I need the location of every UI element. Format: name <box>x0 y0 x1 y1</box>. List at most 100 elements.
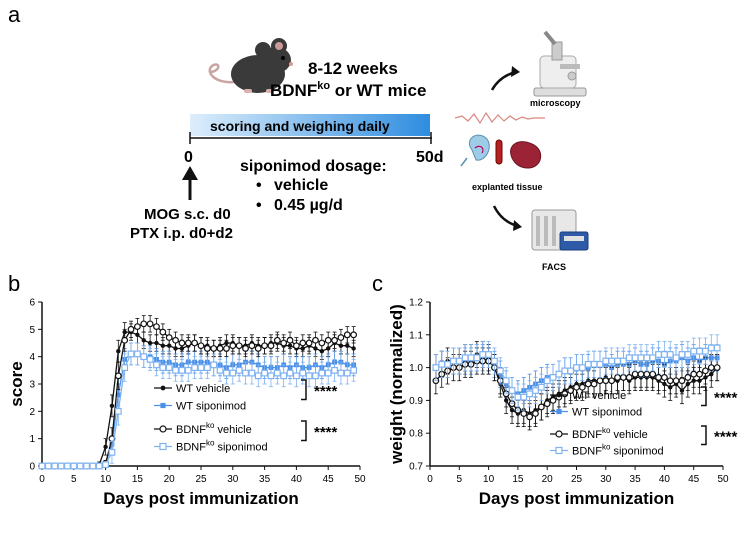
data-point <box>532 387 539 394</box>
data-point <box>133 323 141 331</box>
data-point <box>324 369 332 377</box>
data-point <box>643 370 651 378</box>
data-point <box>57 462 65 470</box>
significance-bracket <box>301 379 307 401</box>
data-point <box>485 351 492 358</box>
data-point <box>83 462 90 470</box>
data-point <box>684 351 692 358</box>
data-point <box>350 331 358 339</box>
data-point <box>502 377 510 385</box>
data-point <box>678 351 686 358</box>
data-point <box>172 366 179 374</box>
data-point <box>293 372 300 380</box>
x-tick-label: 20 <box>542 474 554 485</box>
x-tick-label: 0 <box>427 474 433 485</box>
data-point <box>102 461 110 469</box>
data-point <box>248 369 256 377</box>
data-point <box>216 345 224 352</box>
data-point <box>556 392 562 398</box>
mouse-tail <box>208 63 237 84</box>
x-tick-label: 30 <box>227 474 239 485</box>
data-point <box>223 345 230 352</box>
x-tick-label: 15 <box>132 474 144 485</box>
data-point <box>140 353 148 361</box>
data-point <box>44 462 52 470</box>
series-2 <box>432 347 721 431</box>
microscope-icon <box>533 30 587 97</box>
x-axis-label: Days post immunization <box>103 489 299 508</box>
data-point <box>280 339 288 347</box>
x-tick-label: 15 <box>512 474 524 485</box>
data-point <box>216 366 224 374</box>
data-point <box>248 342 256 350</box>
up-arrow-icon <box>182 166 198 200</box>
data-point <box>672 354 680 362</box>
data-point <box>229 369 237 377</box>
timeline-label: scoring and weighing daily <box>210 118 390 134</box>
data-point <box>444 360 451 368</box>
data-point <box>38 462 46 470</box>
y-tick-label: 1.0 <box>409 363 423 374</box>
data-point <box>178 339 186 347</box>
data-point <box>526 390 534 398</box>
data-point <box>556 408 562 415</box>
panel-a: a 8-12 weeks BDNFko or WT mice scoring a… <box>8 2 589 272</box>
y-tick-label: 1.1 <box>409 330 423 341</box>
data-point <box>590 380 598 388</box>
y-tick-label: 3 <box>29 380 35 391</box>
data-point <box>590 360 598 368</box>
data-point <box>229 342 237 350</box>
legend-label: BDNFko siponimod <box>176 439 268 454</box>
data-point <box>184 366 192 374</box>
data-point <box>660 351 668 358</box>
data-point <box>159 328 167 336</box>
data-point <box>184 339 192 347</box>
x-tick-label: 25 <box>571 474 583 485</box>
tissue-icon <box>460 134 542 169</box>
data-point <box>108 448 116 456</box>
data-point <box>165 364 173 371</box>
data-point <box>203 364 211 371</box>
x-tick-label: 45 <box>323 474 335 485</box>
legend-label: WT vehicle <box>176 383 230 395</box>
data-point <box>103 444 108 450</box>
significance-bracket <box>701 425 707 446</box>
data-point <box>608 377 616 385</box>
data-point <box>159 442 167 451</box>
x-tick-label: 45 <box>688 474 700 485</box>
data-point <box>666 351 674 358</box>
data-point <box>555 370 563 378</box>
data-point <box>267 372 275 380</box>
data-point <box>343 331 351 339</box>
significance-bracket <box>301 420 307 442</box>
dosage-bullet: • <box>256 197 262 214</box>
data-point <box>649 370 657 378</box>
data-point <box>631 370 639 378</box>
data-point <box>596 360 604 368</box>
data-point <box>140 320 148 328</box>
data-point <box>286 336 294 344</box>
data-point <box>543 400 551 408</box>
weight-chart: 0 5 10 15 20 25 30 35 40 45 50 0.7 0.8 0.9 1.0 1.1 1.2 Da… <box>387 298 738 509</box>
data-point <box>625 374 633 381</box>
data-point <box>141 338 146 343</box>
data-point <box>254 345 262 352</box>
induction-ptx: PTX i.p. d0+d2 <box>130 225 233 242</box>
data-point <box>608 357 616 365</box>
data-point <box>345 343 350 348</box>
dosage-item-vehicle: vehicle <box>274 177 328 194</box>
data-point <box>116 349 121 354</box>
data-point <box>637 354 645 362</box>
data-point <box>261 369 268 377</box>
x-axis-label: Days post immunization <box>479 489 675 508</box>
data-point <box>197 364 205 371</box>
legend-label: WT siponimod <box>572 407 642 419</box>
data-point <box>114 372 122 380</box>
data-point <box>312 372 319 380</box>
mouse-foot <box>244 89 252 93</box>
data-point <box>160 402 166 409</box>
x-tick-label: 35 <box>259 474 271 485</box>
data-point <box>596 377 604 385</box>
data-point <box>153 323 160 331</box>
timeline-bar <box>190 114 430 136</box>
